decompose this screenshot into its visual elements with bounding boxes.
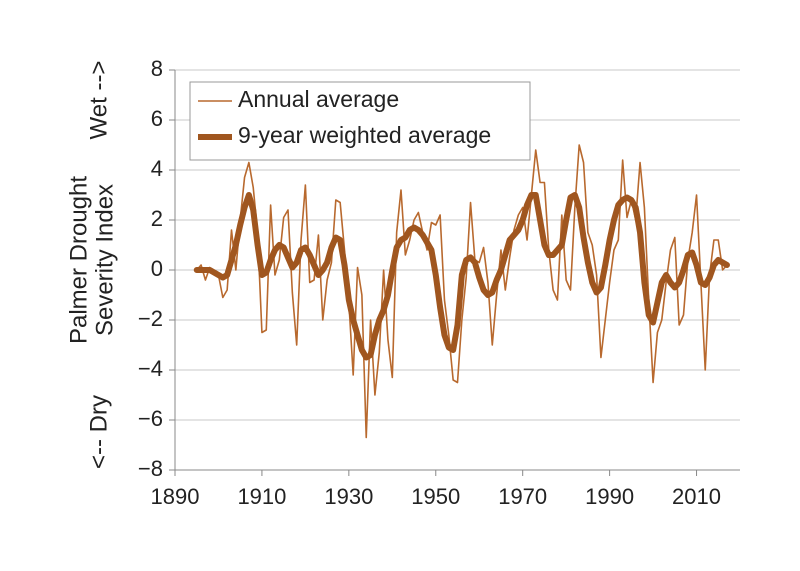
- x-tick-label: 1910: [237, 484, 286, 509]
- dry-label: <-- Dry: [85, 395, 112, 469]
- y-tick-label: 6: [151, 106, 163, 131]
- x-tick-label: 2010: [672, 484, 721, 509]
- y-tick-label: 8: [151, 56, 163, 81]
- y-tick-label: −8: [138, 456, 163, 481]
- data-line: [193, 192, 730, 361]
- y-axis-label: Severity Index: [91, 184, 118, 336]
- y-tick-label: 4: [151, 156, 163, 181]
- x-tick-label: 1890: [151, 484, 200, 509]
- y-axis-label: Palmer Drought: [65, 176, 92, 344]
- y-tick-label: 2: [151, 206, 163, 231]
- y-tick-label: 0: [151, 256, 163, 281]
- x-tick-label: 1930: [324, 484, 373, 509]
- legend-label: 9-year weighted average: [238, 122, 491, 148]
- y-tick-label: −6: [138, 406, 163, 431]
- y-tick-label: −2: [138, 306, 163, 331]
- y-tick-label: −4: [138, 356, 163, 381]
- x-tick-label: 1950: [411, 484, 460, 509]
- wet-label: Wet -->: [85, 61, 112, 140]
- data-line: [195, 144, 728, 439]
- legend-box: [189, 81, 531, 161]
- legend-label: Annual average: [238, 86, 399, 112]
- x-tick-label: 1990: [585, 484, 634, 509]
- x-tick-label: 1970: [498, 484, 547, 509]
